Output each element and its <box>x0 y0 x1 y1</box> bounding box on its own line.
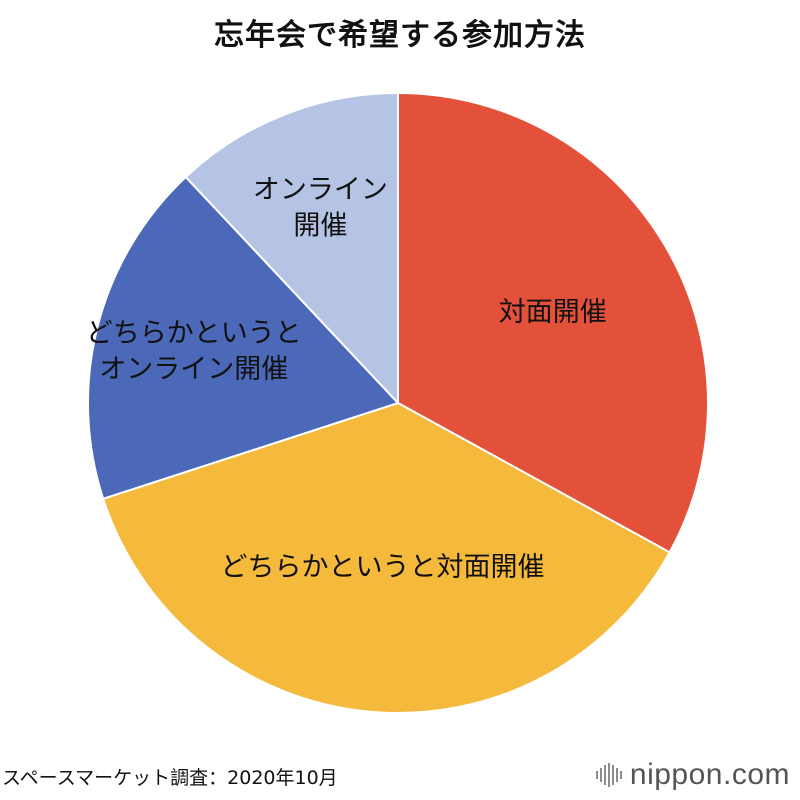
slice-label-line: どちらかというと対面開催 <box>221 552 545 583</box>
pie-slice-1 <box>397 91 709 554</box>
chart-title: 忘年会で希望する参加方法 <box>214 18 586 53</box>
slice-label-line: 開催 <box>293 210 347 241</box>
pie-slice-3 <box>87 175 400 501</box>
pie-slices <box>87 91 709 715</box>
slice-label-line: オンライン開催 <box>99 354 288 385</box>
slice-label-4: オンライン開催 <box>253 174 388 241</box>
pie-slice-2 <box>101 401 672 715</box>
nippon-logo: nippon.com <box>595 758 790 792</box>
logo-mark-icon <box>595 763 622 787</box>
logo-text: nippon.com <box>629 758 790 791</box>
slice-label-1: 対面開催 <box>499 297 607 328</box>
slice-label-line: 対面開催 <box>499 297 607 328</box>
slice-label-line: オンライン <box>253 174 388 205</box>
slice-label-2: どちらかというと対面開催 <box>221 552 545 583</box>
pie-slice-4 <box>184 91 399 406</box>
slice-label-3: どちらかというとオンライン開催 <box>86 318 302 385</box>
slice-label-line: どちらかというと <box>86 318 302 349</box>
source-note: スペースマーケット調査：2020年10月 <box>2 767 338 789</box>
